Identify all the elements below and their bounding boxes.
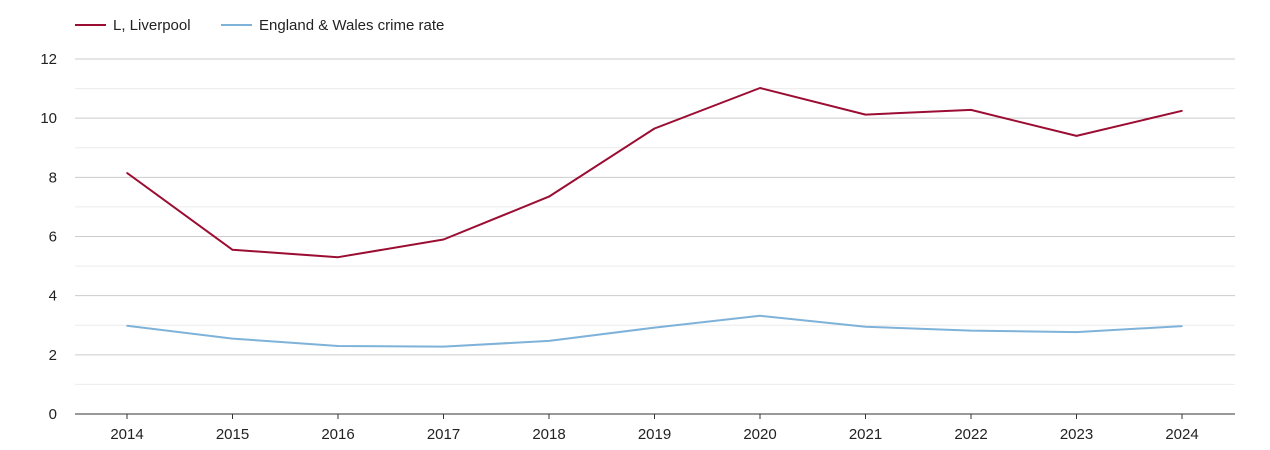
data-point[interactable] <box>1181 325 1183 327</box>
y-tick-label: 12 <box>40 51 57 68</box>
data-point[interactable] <box>759 87 761 89</box>
data-point[interactable] <box>864 325 867 328</box>
data-point[interactable] <box>1181 109 1183 112</box>
axes: 0 2 4 6 8 10 12 2014 2015 2016 2017 2018 2019 2020 202… <box>40 51 1235 443</box>
x-tick-label: 2019 <box>638 426 671 443</box>
legend-label-liverpool: L, Liverpool <box>113 17 191 34</box>
data-point[interactable] <box>548 340 550 342</box>
y-tick-label: 2 <box>49 347 57 364</box>
y-tick-label: 0 <box>49 406 57 423</box>
grid-lines <box>75 58 1235 385</box>
x-tick-label: 2020 <box>743 426 776 443</box>
series-lines <box>126 87 1183 348</box>
data-point[interactable] <box>231 249 234 251</box>
legend-label-england-wales: England & Wales crime rate <box>259 17 444 34</box>
legend-item-liverpool[interactable]: L, Liverpool <box>75 17 191 34</box>
data-point[interactable] <box>970 109 972 111</box>
data-point[interactable] <box>548 195 550 198</box>
x-tick-label: 2014 <box>110 426 143 443</box>
data-point[interactable] <box>442 345 445 348</box>
data-point[interactable] <box>759 314 761 317</box>
data-point[interactable] <box>442 238 445 241</box>
series-line-liverpool[interactable] <box>126 87 1183 259</box>
x-tick-label: 2016 <box>321 426 354 443</box>
y-tick-label: 10 <box>40 110 57 127</box>
data-point[interactable] <box>231 337 234 340</box>
data-point[interactable] <box>653 127 656 130</box>
data-point[interactable] <box>1075 135 1078 137</box>
y-tick-label: 6 <box>49 229 57 246</box>
series-line-england-wales[interactable] <box>126 314 1183 348</box>
x-tick-label: 2017 <box>427 426 460 443</box>
x-tick-label: 2021 <box>849 426 882 443</box>
x-tick-label: 2018 <box>532 426 565 443</box>
data-point[interactable] <box>337 256 339 259</box>
y-tick-label: 8 <box>49 169 57 186</box>
legend: L, Liverpool England & Wales crime rate <box>75 17 444 34</box>
data-point[interactable] <box>1075 331 1078 333</box>
data-point[interactable] <box>864 113 867 116</box>
data-point[interactable] <box>653 326 656 329</box>
data-point[interactable] <box>337 345 339 347</box>
data-point[interactable] <box>126 325 128 327</box>
x-tick-label: 2024 <box>1165 426 1198 443</box>
y-tick-label: 4 <box>49 288 57 305</box>
data-point[interactable] <box>126 172 128 174</box>
x-tick-label: 2022 <box>954 426 987 443</box>
x-tick-label: 2023 <box>1060 426 1093 443</box>
data-point[interactable] <box>970 329 972 332</box>
x-tick-label: 2015 <box>216 426 249 443</box>
legend-item-england-wales[interactable]: England & Wales crime rate <box>221 17 444 34</box>
